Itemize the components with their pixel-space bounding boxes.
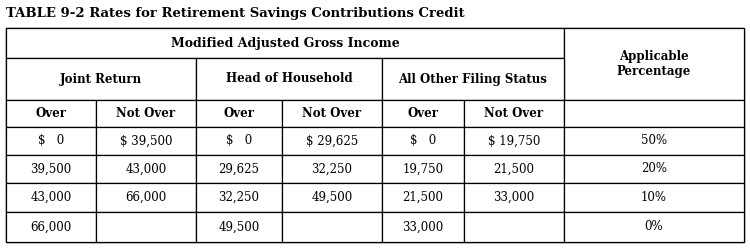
Text: 32,250: 32,250 [311, 162, 352, 176]
Text: 0%: 0% [645, 220, 663, 234]
Text: Over: Over [35, 107, 67, 120]
Text: Not Over: Not Over [116, 107, 176, 120]
Text: Not Over: Not Over [302, 107, 362, 120]
Bar [6, 212, 96, 242]
Text: 29,625: 29,625 [218, 162, 259, 176]
Text: 49,500: 49,500 [311, 191, 352, 204]
Bar [282, 183, 382, 212]
Bar [196, 155, 282, 183]
Text: 50%: 50% [641, 134, 667, 148]
Bar [564, 155, 744, 183]
Bar [564, 100, 744, 127]
Text: 33,000: 33,000 [402, 220, 444, 234]
Bar [96, 183, 196, 212]
Text: $ 39,500: $ 39,500 [120, 134, 172, 148]
Bar [564, 212, 744, 242]
Text: 66,000: 66,000 [30, 220, 72, 234]
Bar [6, 28, 564, 58]
Bar [282, 155, 382, 183]
Text: 32,250: 32,250 [218, 191, 259, 204]
Bar [282, 127, 382, 155]
Text: Head of Household: Head of Household [226, 72, 352, 86]
Bar [96, 127, 196, 155]
Text: $   0: $ 0 [38, 134, 64, 148]
Text: Modified Adjusted Gross Income: Modified Adjusted Gross Income [170, 36, 399, 50]
Text: $   0: $ 0 [226, 134, 252, 148]
Bar [196, 183, 282, 212]
Bar [564, 28, 744, 100]
Bar [464, 127, 564, 155]
Bar [564, 183, 744, 212]
Text: 39,500: 39,500 [30, 162, 72, 176]
Text: 10%: 10% [641, 191, 667, 204]
Text: TABLE 9-2 Rates for Retirement Savings Contributions Credit: TABLE 9-2 Rates for Retirement Savings C… [6, 6, 464, 20]
Bar [6, 58, 196, 100]
Bar [6, 127, 96, 155]
Text: 20%: 20% [641, 162, 667, 176]
Bar [464, 183, 564, 212]
Text: 21,500: 21,500 [403, 191, 443, 204]
Bar [196, 212, 282, 242]
Bar [464, 155, 564, 183]
Bar [382, 155, 464, 183]
Bar [96, 155, 196, 183]
Bar [464, 212, 564, 242]
Bar [282, 212, 382, 242]
Text: 21,500: 21,500 [494, 162, 535, 176]
Bar [564, 127, 744, 155]
Text: $   0: $ 0 [410, 134, 436, 148]
Bar [382, 127, 464, 155]
Bar [382, 58, 564, 100]
Bar [6, 183, 96, 212]
Bar [196, 100, 282, 127]
Bar [382, 183, 464, 212]
Text: Over: Over [407, 107, 439, 120]
Text: All Other Filing Status: All Other Filing Status [398, 72, 548, 86]
Text: $ 19,750: $ 19,750 [488, 134, 540, 148]
Text: Not Over: Not Over [484, 107, 544, 120]
Bar [282, 100, 382, 127]
Text: 49,500: 49,500 [218, 220, 259, 234]
Bar [96, 100, 196, 127]
Text: 66,000: 66,000 [125, 191, 166, 204]
Bar [6, 155, 96, 183]
Text: Joint Return: Joint Return [60, 72, 142, 86]
Bar [96, 212, 196, 242]
Bar [196, 127, 282, 155]
Text: Over: Over [224, 107, 254, 120]
Text: 43,000: 43,000 [125, 162, 166, 176]
Bar [382, 212, 464, 242]
Text: 33,000: 33,000 [494, 191, 535, 204]
Text: 43,000: 43,000 [30, 191, 72, 204]
Text: Applicable
Percentage: Applicable Percentage [616, 50, 692, 78]
Text: 19,750: 19,750 [403, 162, 443, 176]
Bar [6, 100, 96, 127]
Bar [196, 58, 382, 100]
Bar [6, 28, 744, 242]
Bar [382, 100, 464, 127]
Bar [464, 100, 564, 127]
Text: $ 29,625: $ 29,625 [306, 134, 358, 148]
